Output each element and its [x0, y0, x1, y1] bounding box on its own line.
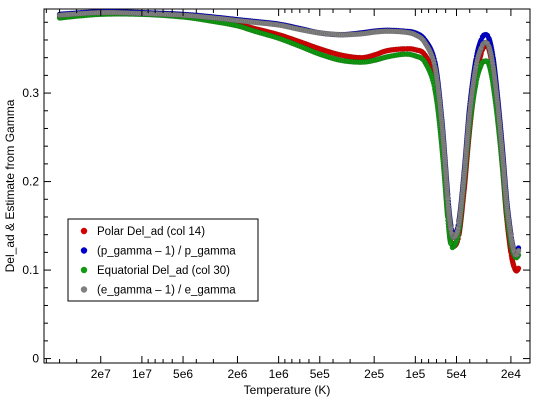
data-point	[515, 247, 522, 254]
x-tick-label: 2e4	[501, 367, 521, 381]
data-point	[515, 265, 522, 272]
x-tick-label: 5e4	[446, 367, 466, 381]
x-tick-label: 2e7	[91, 367, 111, 381]
x-tick-label: 5e5	[310, 367, 330, 381]
x-tick-label: 1e5	[405, 367, 425, 381]
x-tick-label: 1e6	[269, 367, 289, 381]
legend-label: Polar Del_ad (col 14)	[97, 226, 205, 238]
plot-frame	[43, 8, 531, 364]
y-tick-label: 0.3	[22, 86, 39, 100]
x-tick-label: 2e6	[227, 367, 247, 381]
y-tick-label: 0.1	[22, 263, 39, 277]
series-layer	[56, 8, 522, 274]
legend-marker	[80, 266, 88, 274]
legend-label: (e_gamma – 1) / e_gamma	[97, 285, 236, 297]
x-tick-label: 2e5	[364, 367, 384, 381]
legend: Polar Del_ad (col 14) (p_gamma – 1) / p_g…	[67, 218, 259, 302]
axes: 2e7 1e7 5e6 2e6 1e6 5e5 2e5 1e5 5e4 2e4 0 0.1 0.2 0.3	[22, 9, 530, 381]
legend-box	[67, 218, 259, 302]
x-tick-label: 1e7	[132, 367, 152, 381]
plot-border	[43, 8, 531, 364]
legend-marker	[80, 247, 88, 254]
legend-marker	[80, 227, 88, 235]
x-axis-title: Temperature (K)	[244, 383, 331, 397]
legend-marker	[80, 286, 88, 293]
legend-label: (p_gamma – 1) / p_gamma	[97, 246, 236, 258]
series-4	[56, 9, 522, 258]
x-tick-label: 5e6	[173, 367, 193, 381]
y-tick-label: 0	[32, 352, 39, 366]
y-axis-title: Del_ad & Estimate from Gamma	[3, 99, 17, 272]
legend-label: Equatorial Del_ad (col 30)	[97, 265, 230, 277]
y-tick-label: 0.2	[22, 175, 39, 189]
